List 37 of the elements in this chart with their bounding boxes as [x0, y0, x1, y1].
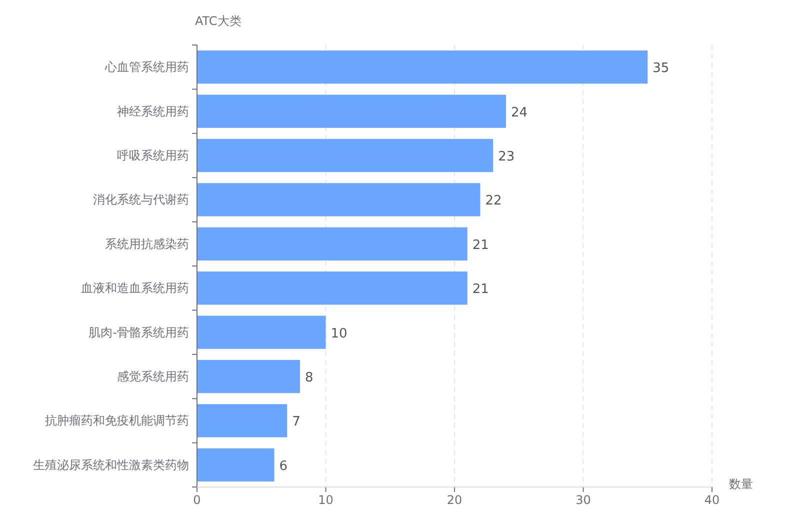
bar — [197, 50, 648, 84]
y-tick-label: 系统用抗感染药 — [105, 236, 189, 251]
data-label: 35 — [652, 61, 670, 76]
x-axis-title: 数量 — [729, 477, 753, 491]
data-label: 21 — [472, 282, 489, 298]
data-label: 21 — [472, 238, 489, 253]
bar — [197, 183, 480, 216]
bar — [197, 272, 468, 305]
data-label: 8 — [305, 370, 314, 386]
data-label: 6 — [279, 458, 288, 474]
y-tick-label: 感觉系统用药 — [117, 370, 189, 384]
y-tick-label: 抗肿瘤药和免疫机能调节药 — [45, 414, 189, 428]
x-tick-label: 10 — [318, 493, 334, 507]
y-tick-label: 心血管系统用药 — [104, 60, 189, 74]
data-label: 23 — [498, 150, 515, 164]
y-axis-title: ATC大类 — [195, 14, 242, 28]
y-tick-label: 消化系统与代谢药 — [93, 192, 189, 207]
y-tick-label: 肌肉-骨骼系统用药 — [88, 325, 189, 340]
y-tick-label: 呼吸系统用药 — [117, 148, 189, 162]
bar — [197, 448, 274, 482]
data-label: 22 — [485, 194, 502, 209]
x-tick-label: 40 — [704, 493, 720, 507]
bar — [197, 316, 326, 349]
y-tick-label: 生殖泌尿系统和性激素类药物 — [33, 458, 189, 472]
x-tick-label: 0 — [193, 493, 201, 507]
data-label: 10 — [330, 326, 348, 342]
bar — [197, 94, 506, 128]
bar — [197, 227, 468, 260]
y-tick-label: 血液和造血系统用药 — [81, 281, 189, 296]
bar — [197, 138, 494, 172]
data-label: 24 — [511, 105, 528, 120]
data-label: 7 — [292, 414, 300, 430]
x-tick-label: 30 — [576, 493, 591, 507]
bar — [197, 360, 300, 394]
x-tick-label: 20 — [446, 493, 462, 507]
bar — [197, 404, 288, 438]
y-tick-label: 神经系统用药 — [117, 104, 189, 118]
